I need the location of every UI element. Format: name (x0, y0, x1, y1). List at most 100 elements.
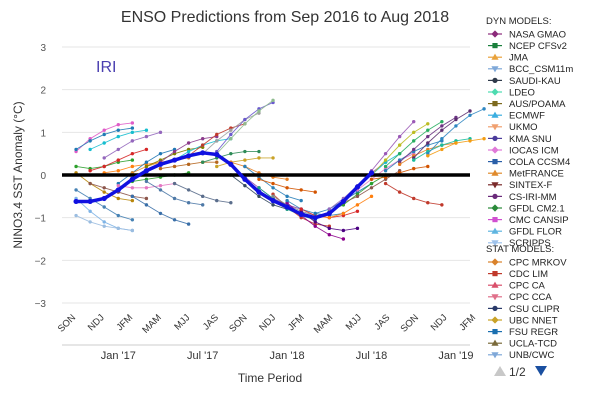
season-tick-label: MJJ (172, 312, 192, 332)
forecast-point (468, 109, 472, 113)
forecast-point (186, 188, 191, 192)
forecast-point (426, 164, 430, 169)
forecast-point (468, 113, 472, 117)
season-tick-label: JFM (114, 312, 135, 333)
forecast-point (116, 213, 120, 218)
forecast-point (200, 143, 205, 147)
forecast-point (412, 130, 416, 135)
forecast-point (397, 134, 402, 139)
observed-point (326, 210, 332, 216)
forecast-point (102, 164, 106, 169)
season-tick-label: SON (56, 312, 78, 334)
forecast-point (215, 160, 219, 164)
forecast-point (257, 194, 261, 199)
observed-point (270, 198, 276, 204)
forecast-point (130, 218, 135, 222)
forecast-point (102, 220, 106, 224)
forecast-point (383, 164, 388, 169)
forecast-point (257, 177, 261, 181)
forecast-point (130, 228, 135, 233)
forecast-point (74, 188, 78, 192)
forecast-point (229, 132, 233, 137)
iri-watermark: IRI (96, 59, 116, 76)
forecast-point (454, 141, 458, 145)
observed-point (143, 168, 150, 174)
forecast-point (144, 186, 149, 190)
observed-point (242, 176, 248, 182)
forecast-point (440, 147, 444, 152)
legend-entry-label: GFDL CM2.1 (509, 203, 565, 214)
forecast-point (299, 207, 303, 211)
y-tick-label: 3 (40, 43, 46, 54)
forecast-point (172, 149, 177, 154)
legend-page-down-icon[interactable] (535, 366, 547, 376)
month-tick-label: Jul '17 (187, 350, 218, 362)
forecast-point (215, 132, 219, 137)
observed-point (284, 204, 290, 210)
season-tick-label: NDJ (257, 312, 278, 333)
y-tick-label: −3 (35, 299, 47, 310)
forecast-point (397, 190, 402, 194)
observed-point (214, 151, 220, 158)
forecast-point (200, 203, 205, 207)
legend-entry-label: CMC CANSIP (509, 215, 569, 226)
legend-entry-label: SAUDI-KAU (509, 76, 561, 87)
legend-entry-label: JMA (509, 53, 529, 64)
legend-entry-label: IOCAS ICM (509, 145, 559, 156)
forecast-point (102, 190, 106, 194)
forecast-point (130, 121, 135, 125)
legend-entry-label: NCEP CFSv2 (509, 41, 567, 52)
forecast-point (116, 226, 120, 231)
legend-page-up-icon[interactable] (494, 366, 506, 376)
observed-point (228, 161, 234, 167)
y-axis-title: NINO3.4 SST Anomaly (°C) (11, 101, 25, 248)
forecast-point (243, 122, 247, 126)
forecast-point (426, 122, 430, 126)
forecast-point (313, 211, 317, 216)
season-tick-label: NDJ (429, 312, 450, 333)
observed-point (87, 198, 93, 205)
legend-entry-label: CPC CCA (509, 292, 552, 303)
forecast-point (186, 141, 191, 145)
forecast-point (158, 183, 163, 188)
legend-swatch-marker (491, 281, 499, 288)
model-forecast-lines (74, 98, 486, 241)
forecast-line (75, 122, 133, 152)
legend-swatch-marker (491, 316, 499, 324)
legend-swatch-marker (491, 169, 499, 176)
legend-entry-label: NASA GMAO (509, 29, 566, 40)
forecast-point (172, 181, 177, 186)
legend-entry-label: ECMWF (509, 111, 545, 122)
forecast-point (355, 226, 360, 231)
forecast-point (243, 158, 247, 162)
forecast-point (412, 147, 416, 152)
legend-swatch-marker (491, 124, 499, 131)
forecast-point (257, 149, 261, 154)
legend-entry-label: UNB/CWC (509, 350, 555, 361)
forecast-point (158, 166, 163, 171)
forecast-point (271, 194, 275, 199)
legend-entry-label: AUS/POAMA (509, 99, 566, 110)
forecast-point (144, 203, 149, 207)
season-tick-label: JAS (372, 312, 392, 332)
forecast-point (397, 151, 402, 156)
legend-entry-label: CDC LIM (509, 269, 548, 280)
forecast-point (116, 122, 120, 127)
forecast-point (102, 205, 106, 209)
forecast-point (412, 139, 416, 143)
forecast-point (102, 132, 106, 137)
observed-point (73, 198, 79, 205)
legend-page-indicator: 1/2 (509, 365, 526, 379)
legend-stat-header: STAT MODELS: (486, 244, 554, 255)
forecast-point (383, 151, 388, 156)
y-tick-label: 0 (40, 171, 46, 182)
y-tick-label: −1 (35, 214, 47, 225)
forecast-point (285, 186, 289, 190)
observed-point (298, 211, 304, 217)
chart-title: ENSO Predictions from Sep 2016 to Aug 20… (121, 9, 449, 26)
legend-swatch-marker (492, 193, 498, 199)
forecast-point (102, 186, 106, 190)
forecast-point (158, 211, 163, 216)
forecast-point (412, 119, 416, 124)
legend-swatch-marker (491, 53, 499, 60)
